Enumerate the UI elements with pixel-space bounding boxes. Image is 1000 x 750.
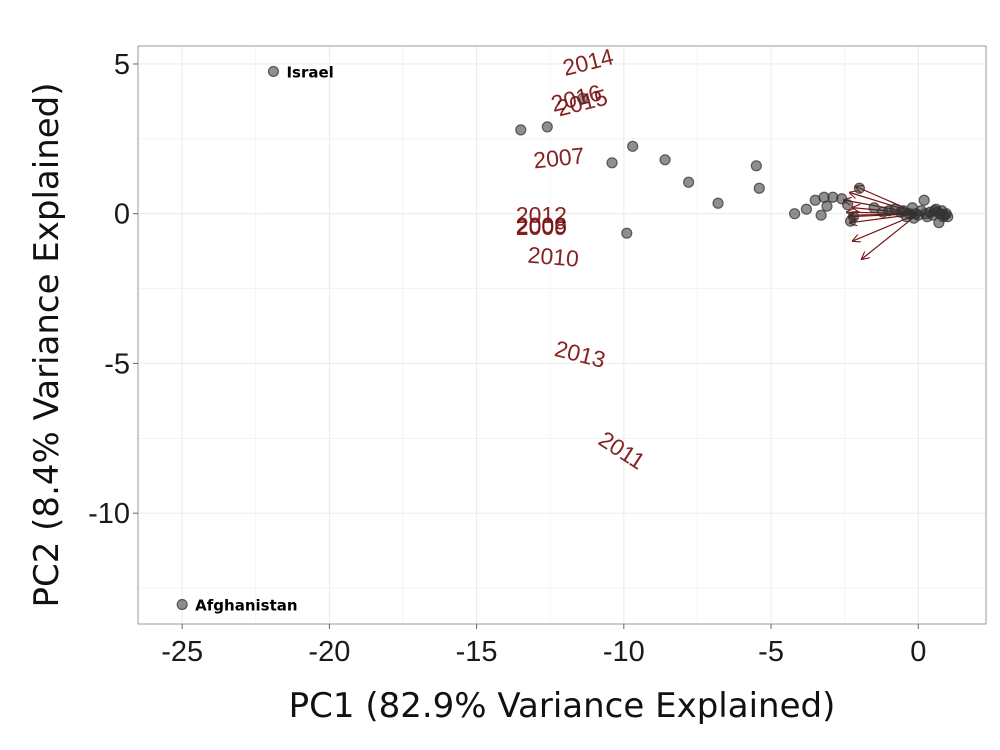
y-tick-label: -5 (104, 348, 130, 380)
data-point (683, 176, 695, 188)
x-axis-title: PC1 (82.9% Variance Explained) (289, 686, 836, 726)
data-point (176, 598, 188, 611)
data-point (750, 160, 762, 172)
x-tick-label: -25 (161, 636, 203, 668)
data-point (267, 65, 280, 78)
data-point (515, 124, 527, 136)
point-label: Afghanistan (195, 597, 297, 615)
data-point (844, 215, 857, 227)
data-point (942, 211, 954, 223)
data-point (920, 208, 932, 220)
year-loading-label: 2012 (516, 202, 567, 228)
data-point (753, 182, 765, 194)
x-tick-label: -10 (603, 636, 645, 668)
data-point (853, 182, 865, 194)
grid-lines (138, 46, 986, 624)
x-tick-label: -5 (758, 636, 784, 668)
year-loading-label: 2008 (516, 212, 567, 238)
plot-panel (138, 46, 986, 624)
year-loading-label: 2010 (527, 242, 580, 272)
y-tick-label: 5 (114, 49, 130, 81)
year-loading-label: 2007 (532, 142, 586, 173)
data-point (789, 208, 801, 220)
data-point (918, 194, 930, 206)
plot-border (137, 45, 987, 625)
x-tick-label: -20 (308, 636, 350, 668)
x-tick-label: -15 (456, 636, 498, 668)
data-point (800, 203, 812, 215)
data-point (868, 202, 880, 214)
data-point (815, 209, 827, 221)
data-point (842, 199, 854, 211)
score-points (176, 65, 954, 611)
x-tick-label: 0 (910, 636, 926, 668)
y-tick-label: -10 (88, 498, 130, 530)
data-point (821, 200, 833, 212)
y-axis-title: PC2 (8.4% Variance Explained) (27, 82, 67, 607)
point-label: Israel (286, 63, 333, 81)
data-point (659, 154, 671, 166)
point-labels: Israel Afghanistan (195, 63, 334, 614)
x-axis-ticks: -25 -20 -15 -10 -5 0 (161, 624, 926, 668)
y-axis-ticks: 5 0 -5 -10 (88, 49, 138, 530)
data-point (627, 140, 639, 152)
data-point (931, 206, 944, 218)
y-tick-label: 0 (114, 199, 130, 231)
data-point (577, 92, 589, 105)
year-loading-label: 2009 (516, 214, 567, 240)
data-point (908, 212, 920, 224)
data-point (541, 121, 553, 133)
data-point (621, 227, 633, 239)
data-point (712, 197, 724, 209)
data-point (606, 157, 618, 169)
